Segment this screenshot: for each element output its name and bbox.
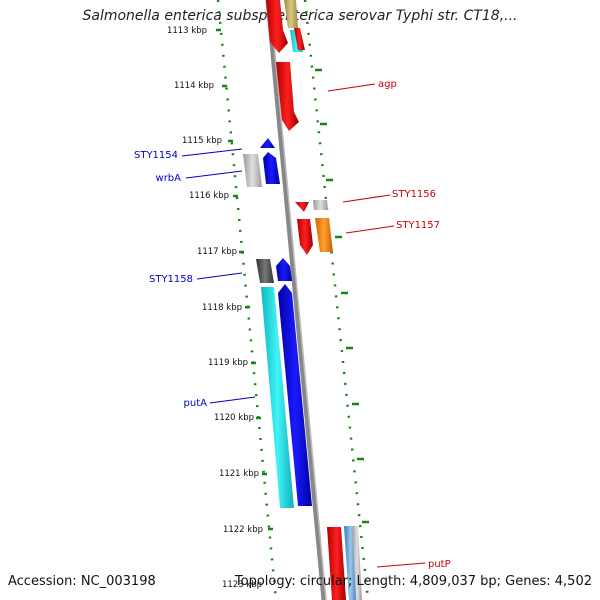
tick-label: 1114 kbp bbox=[174, 81, 214, 91]
gene-STY1156-b[interactable] bbox=[313, 200, 328, 210]
gene-label-putP[interactable]: putP bbox=[428, 559, 451, 570]
gene-STY1157[interactable] bbox=[315, 218, 333, 252]
gene-label-STY1158[interactable]: STY1158 bbox=[149, 274, 193, 285]
tick-label: 1120 kbp bbox=[214, 413, 254, 423]
gene-putP-red[interactable] bbox=[327, 527, 346, 600]
tick-label: 1116 kbp bbox=[189, 191, 229, 201]
gene-label-STY1157[interactable]: STY1157 bbox=[396, 220, 440, 231]
tick-label: 1121 kbp bbox=[219, 469, 259, 479]
tick-label: 1115 kbp bbox=[182, 136, 222, 146]
tick-track-outer bbox=[303, 0, 370, 600]
genome-backbone bbox=[265, 0, 327, 600]
gene-agp[interactable] bbox=[276, 62, 299, 131]
gene-label-STY1156[interactable]: STY1156 bbox=[392, 189, 436, 200]
leader-lines bbox=[181, 83, 426, 568]
forward-features bbox=[266, 0, 362, 600]
gene-STY1158-blue[interactable] bbox=[276, 258, 292, 281]
gene-putP-gray[interactable] bbox=[352, 526, 362, 600]
tick-label: 1122 kbp bbox=[223, 525, 263, 535]
gene-top-olive[interactable] bbox=[284, 0, 298, 28]
gene-wrbA-gray[interactable] bbox=[243, 154, 262, 187]
genome-summary-text: Topology: circular; Length: 4,809,037 bp… bbox=[234, 574, 592, 589]
tick-label: 1117 kbp bbox=[197, 247, 237, 257]
gene-putA-blue[interactable] bbox=[278, 284, 312, 506]
reverse-features bbox=[243, 138, 312, 508]
gene-putP-steel[interactable] bbox=[344, 526, 357, 600]
tick-labels: 1113 kbp 1114 kbp 1115 kbp 1116 kbp 1117… bbox=[167, 26, 263, 590]
gene-putA-cyan[interactable] bbox=[261, 287, 294, 508]
tick-label: 1119 kbp bbox=[208, 358, 248, 368]
gene-STY1156-a[interactable] bbox=[295, 202, 309, 212]
gene-wrbA-blue[interactable] bbox=[263, 152, 280, 184]
gene-labels: agp STY1154 wrbA STY1156 STY1157 STY1158… bbox=[134, 79, 451, 570]
map-title: Salmonella enterica subsp. enterica sero… bbox=[82, 8, 518, 24]
accession-text: Accession: NC_003198 bbox=[8, 574, 156, 589]
gene-label-putA[interactable]: putA bbox=[184, 398, 208, 409]
tick-label: 1123 kbp bbox=[222, 580, 262, 590]
tick-label: 1113 kbp bbox=[167, 26, 207, 36]
gene-STY1154[interactable] bbox=[260, 138, 275, 148]
gene-label-STY1154[interactable]: STY1154 bbox=[134, 150, 178, 161]
gene-top-red[interactable] bbox=[266, 0, 288, 53]
tick-marks bbox=[216, 28, 369, 531]
gene-top-red-small[interactable] bbox=[294, 28, 305, 50]
tick-track-inner bbox=[216, 0, 278, 600]
gene-STY1158-dark[interactable] bbox=[256, 259, 274, 283]
tick-label: 1118 kbp bbox=[202, 303, 242, 313]
gene-label-agp[interactable]: agp bbox=[378, 79, 397, 90]
gene-label-wrbA[interactable]: wrbA bbox=[156, 173, 182, 184]
gene-STY1157-red[interactable] bbox=[297, 219, 313, 255]
genome-backbone-shadow bbox=[269, 0, 327, 600]
